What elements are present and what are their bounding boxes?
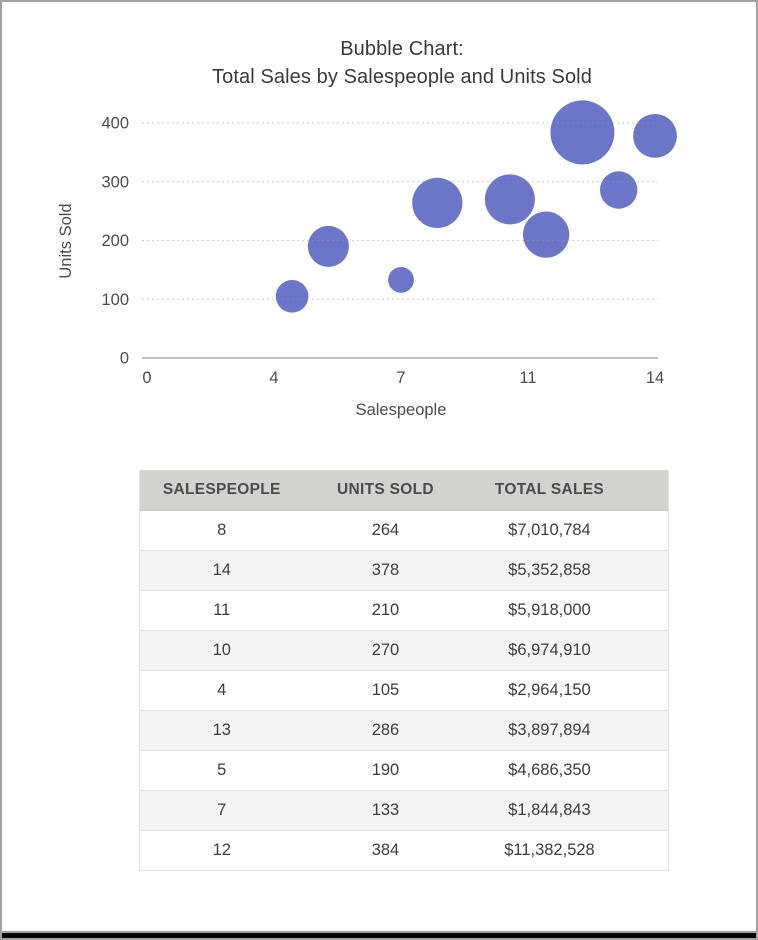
- table-cell: $2,964,150: [467, 670, 632, 711]
- table-cell: 105: [303, 670, 468, 711]
- table-cell: 378: [303, 550, 468, 591]
- bubble: [307, 225, 349, 267]
- table-cell: 4: [139, 670, 304, 711]
- x-axis-title: Salespeople: [356, 401, 447, 419]
- bubble: [633, 113, 677, 158]
- table-row: 13 286 $3,897,894: [139, 710, 669, 751]
- table-row: 7 133 $1,844,843: [139, 790, 669, 831]
- frame-bottom-bar: [2, 931, 756, 938]
- table-cell: 14: [139, 550, 304, 591]
- table-cell-spacer: [631, 670, 669, 711]
- table-cell: $6,974,910: [467, 630, 632, 671]
- bubbles-layer: [275, 100, 677, 313]
- table-cell-spacer: [631, 550, 669, 591]
- table-cell: $1,844,843: [467, 790, 632, 831]
- bubble-chart: 0 4 7 11 14 0 100 200 300 400 Salespeople Units …: [57, 100, 677, 419]
- table-row: 14 378 $5,352,858: [139, 550, 669, 591]
- table-row: 4 105 $2,964,150: [139, 670, 669, 711]
- table-row: 8 264 $7,010,784: [139, 510, 669, 551]
- y-tick-labels: 0 100 200 300 400: [101, 115, 129, 368]
- bubble: [484, 174, 535, 225]
- y-tick-label: 300: [101, 173, 129, 191]
- gridlines-layer: [142, 122, 658, 359]
- table-cell: $5,352,858: [467, 550, 632, 591]
- table-cell-spacer: [631, 710, 669, 751]
- table-cell: 270: [303, 630, 468, 671]
- table-cell-spacer: [631, 510, 669, 551]
- table-cell: 11: [139, 590, 304, 631]
- bubble: [388, 267, 414, 293]
- table-cell: 13: [139, 710, 304, 751]
- bubble: [523, 211, 570, 258]
- table-row: 11 210 $5,918,000: [139, 590, 669, 631]
- table-cell: $7,010,784: [467, 510, 632, 551]
- x-tick-label: 4: [269, 369, 278, 387]
- table-cell: $3,897,894: [467, 710, 632, 751]
- table-row: 5 190 $4,686,350: [139, 750, 669, 791]
- table-cell: $4,686,350: [467, 750, 632, 791]
- table-cell: 190: [303, 750, 468, 791]
- table-cell-spacer: [631, 790, 669, 831]
- x-tick-label: 7: [396, 369, 405, 387]
- table-cell: 133: [303, 790, 468, 831]
- chart-title: Bubble Chart: Total Sales by Salespeople…: [43, 35, 756, 91]
- y-tick-label: 400: [101, 115, 129, 133]
- table-cell-spacer: [631, 630, 669, 671]
- table-cell: 264: [303, 510, 468, 551]
- table-row: 12 384 $11,382,528: [139, 830, 669, 871]
- table-header-row: SALESPEOPLE UNITS SOLD TOTAL SALES: [139, 470, 669, 511]
- chart-title-line2: Total Sales by Salespeople and Units Sol…: [212, 66, 592, 88]
- y-tick-label: 0: [120, 350, 129, 368]
- table-cell: 10: [139, 630, 304, 671]
- table-cell: 12: [139, 830, 304, 871]
- chart-title-line1: Bubble Chart:: [340, 38, 464, 60]
- table-header-cell: SALESPEOPLE: [139, 470, 304, 511]
- table-cell: 384: [303, 830, 468, 871]
- bubble: [550, 100, 615, 165]
- table-cell: $5,918,000: [467, 590, 632, 631]
- table-cell: $11,382,528: [467, 830, 632, 871]
- x-tick-label: 0: [142, 369, 151, 387]
- bubble: [275, 280, 309, 313]
- bubble: [600, 171, 638, 209]
- table-cell-spacer: [631, 750, 669, 791]
- table-cell: 210: [303, 590, 468, 631]
- y-tick-label: 100: [101, 291, 129, 309]
- y-axis-title: Units Sold: [57, 203, 75, 278]
- x-tick-label: 11: [519, 369, 536, 387]
- table-header-cell: UNITS SOLD: [303, 470, 468, 511]
- table-cell-spacer: [631, 830, 669, 871]
- table-cell: 7: [139, 790, 304, 831]
- sales-data-table: SALESPEOPLE UNITS SOLD TOTAL SALES 8 264 $7,…: [139, 470, 669, 871]
- table-header-cell: TOTAL SALES: [467, 470, 632, 511]
- table-cell: 286: [303, 710, 468, 751]
- x-tick-labels: 0 4 7 11 14: [142, 369, 664, 387]
- table-cell: 8: [139, 510, 304, 551]
- table-cell-spacer: [631, 590, 669, 631]
- table-header-spacer: [631, 470, 669, 511]
- table-cell: 5: [139, 750, 304, 791]
- y-tick-label: 200: [101, 232, 129, 250]
- table-row: 10 270 $6,974,910: [139, 630, 669, 671]
- x-tick-label: 14: [646, 369, 664, 387]
- bubble: [412, 177, 463, 228]
